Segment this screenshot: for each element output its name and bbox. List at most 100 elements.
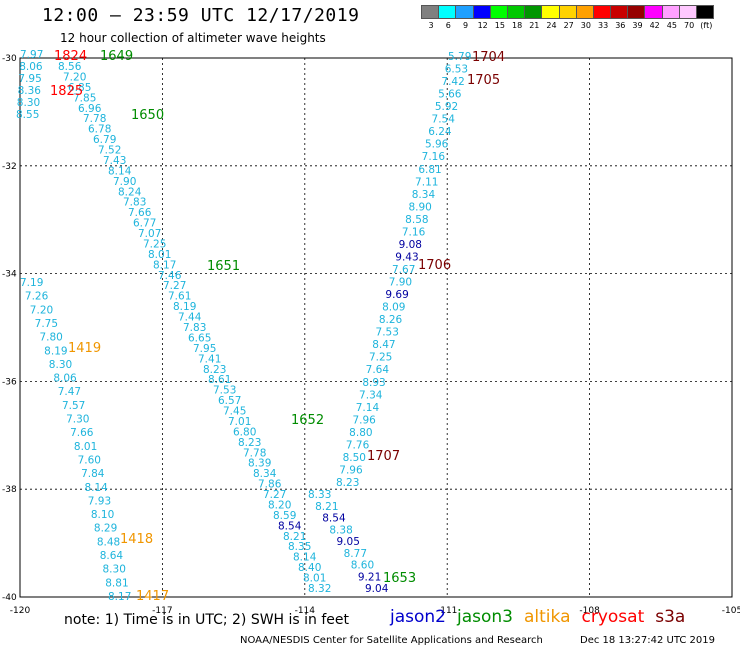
wave-height-value: 7.76 (346, 439, 370, 451)
x-tick-label: -117 (152, 606, 172, 616)
legend-item-jason3: jason3 (457, 607, 513, 627)
wave-height-value: 7.61 (168, 291, 191, 303)
color-scale-label: (ft) (700, 21, 713, 30)
wave-height-value: 8.39 (248, 458, 271, 470)
wave-height-value: 8.93 (362, 377, 385, 389)
wave-height-value: 8.14 (293, 552, 317, 564)
wave-height-value: 7.78 (243, 447, 266, 459)
wave-height-value: 7.25 (369, 352, 392, 364)
wave-height-value: 7.93 (88, 495, 111, 507)
credit-text: NOAA/NESDIS Center for Satellite Applica… (240, 635, 543, 646)
wave-height-value: 8.59 (273, 510, 296, 522)
wave-height-value: 6.85 (68, 82, 91, 94)
pass-time-label: 1418 (120, 532, 153, 547)
wave-height-value: 8.23 (336, 477, 359, 489)
wave-height-value: 8.19 (173, 301, 196, 313)
wave-height-value: 8.54 (278, 520, 302, 532)
wave-height-value: 7.53 (213, 385, 236, 397)
pass-time-label: 1650 (131, 108, 164, 123)
wave-height-value: 7.45 (223, 406, 246, 418)
wave-height-value: 7.96 (339, 464, 363, 476)
legend-item-cryosat: cryosat (581, 607, 645, 627)
y-tick-label: -32 (2, 162, 17, 172)
wave-height-value: 6.80 (233, 426, 256, 438)
wave-height-value: 7.75 (35, 318, 58, 330)
wave-height-value: 7.30 (66, 414, 89, 426)
wave-height-value: 5.66 (438, 89, 462, 101)
wave-height-value: 8.14 (108, 165, 132, 177)
wave-height-value: 9.69 (385, 289, 408, 301)
wave-height-value: 8.29 (94, 523, 117, 535)
wave-height-value: 8.10 (91, 509, 114, 521)
x-tick-label: -105 (722, 606, 740, 616)
wave-height-value: 7.16 (422, 151, 446, 163)
color-scale-label: 24 (546, 21, 557, 30)
wave-height-value: 9.21 (358, 571, 381, 583)
wave-height-value: 8.54 (322, 513, 346, 525)
wave-height-value: 7.95 (18, 73, 41, 85)
wave-height-value: 7.60 (78, 454, 101, 466)
wave-height-value: 7.85 (73, 92, 96, 104)
wave-height-value: 7.83 (183, 322, 206, 334)
wave-height-value: 8.06 (19, 61, 43, 73)
color-scale-label: 6 (445, 21, 451, 30)
wave-height-value: 8.24 (118, 186, 142, 198)
pass-time-label: 1653 (383, 571, 416, 586)
wave-height-value: 8.34 (412, 189, 436, 201)
wave-height-value: 8.48 (97, 536, 120, 548)
wave-height-value: 8.20 (268, 499, 291, 511)
wave-height-value: 7.86 (258, 479, 282, 491)
y-tick-label: -36 (2, 377, 17, 387)
pass-time-label: 1419 (68, 341, 101, 356)
wave-height-value: 6.53 (445, 64, 468, 76)
wave-height-value: 7.97 (20, 49, 43, 61)
color-scale (421, 5, 715, 19)
color-scale-label: 36 (615, 21, 626, 30)
satellite-legend: jason2 jason3 altika cryosat s3a (390, 607, 696, 627)
wave-height-value: 7.80 (39, 332, 62, 344)
wave-height-value: 6.77 (133, 218, 156, 230)
wave-height-value: 7.27 (263, 489, 286, 501)
wave-height-value: 7.07 (138, 228, 161, 240)
color-scale-cell (696, 5, 715, 19)
map-frame (19, 57, 733, 598)
wave-height-value: 9.04 (365, 583, 389, 595)
wave-height-value: 8.61 (208, 374, 231, 386)
color-scale-label: 39 (632, 21, 643, 30)
wave-height-value: 7.34 (359, 389, 383, 401)
pass-time-label: 1652 (291, 413, 324, 428)
wave-height-value: 6.24 (428, 126, 452, 138)
color-scale-label: 45 (666, 21, 677, 30)
wave-height-value: 8.32 (308, 583, 331, 595)
wave-height-value: 7.19 (20, 277, 43, 289)
map-title: 12:00 — 23:59 UTC 12/17/2019 (42, 5, 360, 26)
map-subtitle: 12 hour collection of altimeter wave hei… (60, 31, 326, 45)
wave-height-value: 8.17 (153, 259, 176, 271)
pass-time-label: 1825 (50, 84, 83, 99)
legend-item-s3a: s3a (655, 607, 686, 627)
wave-height-value: 7.78 (83, 113, 106, 125)
wave-height-value: 7.57 (62, 400, 85, 412)
pass-time-label: 1649 (100, 49, 133, 64)
wave-height-value: 8.55 (16, 109, 39, 121)
wave-height-value: 7.43 (103, 155, 126, 167)
wave-height-value: 7.41 (198, 353, 221, 365)
wave-height-value: 6.65 (188, 332, 211, 344)
wave-height-value: 8.47 (372, 339, 395, 351)
wave-height-value: 6.96 (78, 103, 102, 115)
x-tick-label: -108 (579, 606, 600, 616)
pass-time-label: 1651 (207, 259, 240, 274)
wave-height-value: 7.52 (98, 145, 121, 157)
wave-height-value: 7.20 (30, 304, 53, 316)
wave-height-value: 8.19 (44, 345, 67, 357)
wave-height-value: 5.79 (448, 51, 471, 63)
color-scale-labels: 3 6 9 12 15 18 21 24 27 30 33 36 39 42 45 70 (ft) (422, 21, 732, 33)
y-tick-label: -38 (2, 485, 17, 495)
wave-height-value: 8.06 (53, 373, 77, 385)
wave-height-value: 9.43 (395, 251, 418, 263)
wave-height-value: 8.26 (379, 314, 403, 326)
wave-height-value: 8.30 (17, 97, 40, 109)
wave-height-value: 8.01 (303, 573, 326, 585)
wave-height-value: 7.47 (58, 386, 81, 398)
